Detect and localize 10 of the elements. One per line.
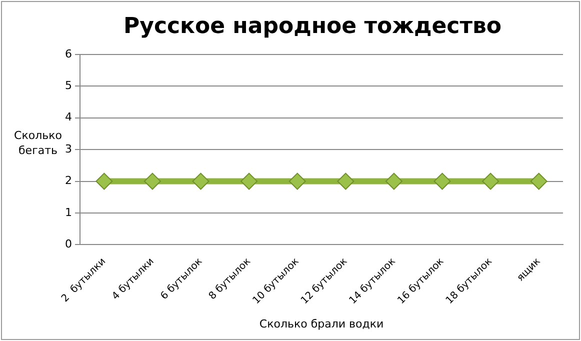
y-tick-label: 2 [65, 174, 72, 188]
y-axis-title: Сколько бегать [14, 129, 62, 157]
chart-title: Русское народное тождество [123, 14, 502, 39]
y-tick-label: 0 [65, 238, 72, 251]
y-tick-label: 5 [65, 78, 72, 92]
y-tick-label: 4 [65, 110, 72, 124]
y-tick-label: 1 [65, 206, 72, 219]
x-axis-title: Сколько брали водки [259, 317, 384, 330]
y-tick-label: 6 [65, 47, 72, 60]
y-tick-label: 3 [65, 142, 72, 156]
